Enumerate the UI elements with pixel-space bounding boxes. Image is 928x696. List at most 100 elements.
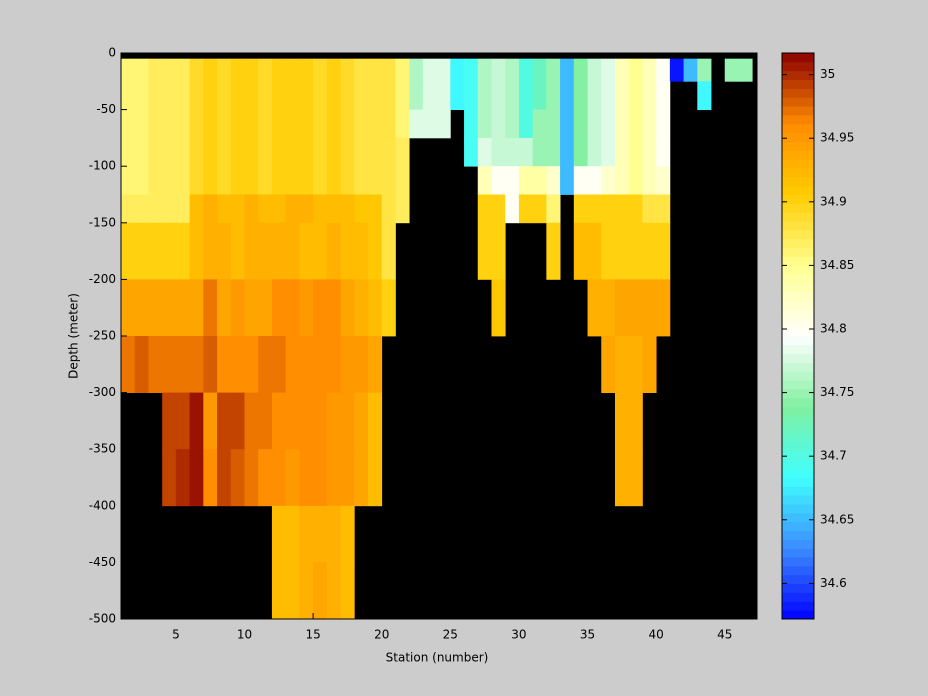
heatmap-cell [189,392,204,450]
heatmap-cell [148,58,163,82]
heatmap-cell [546,137,561,167]
heatmap-cell [217,137,232,167]
heatmap-cell [367,109,383,139]
heatmap-cell [354,109,369,139]
heatmap-cell [614,222,630,280]
heatmap-cell [162,166,177,195]
heatmap-cell [189,81,204,110]
heatmap-cell [217,166,232,195]
heatmap-cell [203,392,218,450]
heatmap-cell [175,449,191,507]
heatmap-cell [422,109,437,139]
heatmap-cell [285,279,300,337]
heatmap-cell [258,137,273,167]
heatmap-cell [409,109,424,139]
heatmap-cell [230,392,245,450]
heatmap-cell [395,137,410,167]
heatmap-cell [477,58,492,82]
heatmap-cell [656,279,671,337]
colorbar-step [782,318,814,328]
heatmap-cell [628,81,643,110]
heatmap-cell [217,194,232,224]
heatmap-cell [381,166,396,195]
heatmap-cell [642,336,657,393]
heatmap-cell [285,58,300,82]
heatmap-cell [628,109,643,139]
heatmap-cell [134,336,149,393]
heatmap-cell [532,194,547,224]
heatmap-cell [505,109,520,139]
heatmap-cell [573,166,588,195]
colorbar-step [782,362,814,372]
heatmap-cell [505,81,520,110]
heatmap-cell [409,81,424,110]
heatmap-cell [505,194,520,224]
heatmap-cell [532,166,547,195]
colorbar-step [782,610,814,620]
heatmap-cell [601,137,616,167]
heatmap-cell [162,58,177,82]
heatmap-cell [518,58,534,82]
heatmap-cell [340,279,355,337]
heatmap-cell [230,109,245,139]
colorbar-step [782,459,814,470]
colorbar-step [782,106,814,116]
heatmap-cell [381,58,396,82]
heatmap-cell [642,58,657,82]
heatmap-cell [313,81,328,110]
heatmap-cell [148,336,163,393]
heatmap-cell [505,166,520,195]
heatmap-cell [189,166,204,195]
heatmap-cell [271,336,287,393]
heatmap-cell [656,109,671,139]
heatmap-cell [656,166,671,195]
colorbar-step [782,212,814,222]
heatmap-cell [614,166,630,195]
heatmap-cell [614,392,630,450]
colorbar-step [782,150,814,160]
heatmap-cell [230,58,245,82]
heatmap-cell [642,81,657,110]
heatmap-cell [162,336,177,393]
heatmap-cell [656,222,671,280]
heatmap-cell [217,449,232,507]
heatmap-cell [217,279,232,337]
heatmap-cell [203,222,218,280]
colorbar-step [782,185,814,195]
heatmap-cell [601,194,616,224]
heatmap-cell [464,109,479,139]
heatmap-cell [628,194,643,224]
heatmap-cell [491,279,506,337]
heatmap-cell [491,194,506,224]
heatmap-cell [477,81,492,110]
heatmap-cell [340,562,355,620]
heatmap-cell [395,166,410,195]
heatmap-cell [244,194,259,224]
heatmap-cell [354,392,369,450]
heatmap-cell [175,166,191,195]
heatmap-cell [642,194,657,224]
heatmap-cell [244,336,259,393]
colorbar-step [782,114,814,125]
heatmap-cell [203,166,218,195]
heatmap-cell [162,449,177,507]
heatmap-cell [121,166,136,195]
heatmap-cell [354,449,369,507]
heatmap-cell [560,137,575,167]
heatmap-cell [162,137,177,167]
heatmap-cell [340,194,355,224]
x-tick-label: 10 [237,628,252,642]
heatmap-cell [134,222,149,280]
heatmap-cell [285,336,300,393]
x-tick-label: 5 [172,628,180,642]
heatmap-cell [395,109,410,139]
heatmap-cell [148,279,163,337]
heatmap-cell [217,58,232,82]
colorbar-step [782,309,814,319]
heatmap-cell [313,449,328,507]
colorbar-step [782,141,814,151]
heatmap-cell [628,222,643,280]
colorbar-step [782,229,814,240]
heatmap-cell [244,449,259,507]
